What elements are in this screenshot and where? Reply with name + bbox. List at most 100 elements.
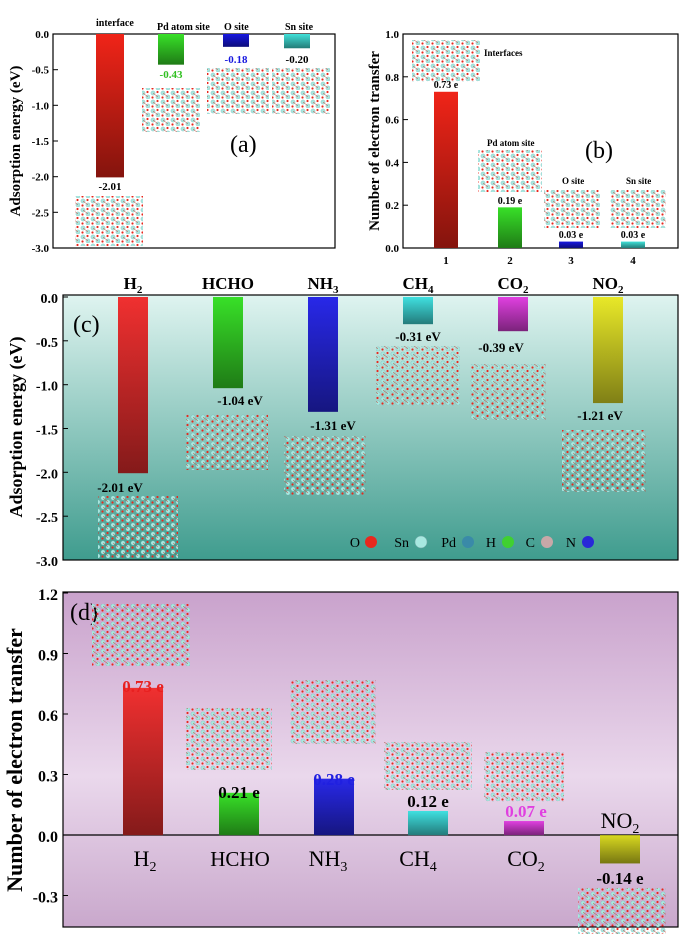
- bar-hcho: [219, 792, 259, 836]
- tick-label: 1.0: [385, 29, 399, 41]
- tick: 0.6: [38, 708, 68, 725]
- panel-a-letter: (a): [230, 132, 257, 158]
- panel-d-yaxis: 1.2 0.9 0.6 0.3 0.0 -0.3: [33, 587, 68, 907]
- site-label-interface: interface: [96, 18, 134, 29]
- structure-image: [142, 88, 200, 132]
- panel-b-site-labels: Interfaces Pd atom site O site Sn site: [484, 48, 651, 186]
- tick-label: 0.0: [385, 243, 399, 255]
- value-label: -0.20: [286, 54, 309, 66]
- panel-c-category-labels: H2 HCHO NH3 CH4 CO2 NO2: [124, 274, 624, 296]
- tick-label: 0.6: [385, 115, 399, 127]
- structure-image: [284, 436, 366, 496]
- bar-ch4: [403, 297, 433, 325]
- legend-label: Pd: [441, 536, 456, 551]
- panel-a-bars: [96, 34, 310, 178]
- panel-c-structures: [98, 346, 646, 558]
- panel-c-bars: [118, 297, 623, 474]
- bar-4: [621, 241, 645, 248]
- legend-entry: O: [350, 536, 377, 551]
- panel-a-structures: [75, 68, 330, 246]
- panel-b-yaxis: 1.0 0.8 0.6 0.4 0.2 0.0: [385, 29, 408, 255]
- value-label: 0.28 e: [313, 770, 355, 789]
- tick-label: -2.0: [32, 172, 50, 184]
- value-label: 0.07 e: [505, 802, 547, 821]
- tick-label: -1.5: [32, 136, 50, 148]
- tick-label: -3.0: [36, 555, 58, 570]
- tick: 0.6: [385, 115, 408, 127]
- panel-c-ylabel: Adsorption energy (eV): [6, 337, 27, 518]
- panel-a-yaxis: 0.0 -0.5 -1.0 -1.5 -2.0 -2.5 -3.0: [32, 29, 58, 255]
- tick: 1.2: [38, 587, 68, 604]
- structure-image: [484, 752, 564, 802]
- panel-b-value-labels: 0.73 e 0.19 e 0.03 e 0.03 e: [434, 80, 646, 241]
- value-label: 0.73 e: [434, 80, 459, 91]
- panel-d-value-labels: 0.73 e 0.21 e 0.28 e 0.12 e 0.07 e -0.14…: [122, 677, 644, 888]
- value-label: 0.03 e: [559, 230, 584, 241]
- tick-label: 0.8: [385, 72, 399, 84]
- tick: -3.0: [32, 243, 58, 255]
- panel-c-letter: (c): [73, 312, 100, 338]
- legend-entry: Sn: [394, 535, 428, 551]
- category-label-nh3: NH3: [308, 274, 340, 296]
- tick: -1.0: [32, 100, 58, 112]
- legend-label: H: [486, 536, 496, 551]
- structure-image: [290, 680, 376, 744]
- bar-no2: [593, 297, 623, 404]
- category-label-hcho: HCHO: [202, 274, 254, 293]
- panel-b-structures: [412, 40, 666, 228]
- tick: -2.0: [36, 467, 68, 482]
- tick: -2.5: [32, 207, 58, 219]
- structure-image: [186, 414, 268, 470]
- tick: 0.3: [38, 769, 68, 786]
- panel-d-bars: [123, 687, 640, 864]
- legend-entry: Pd: [441, 536, 474, 551]
- bar-h2: [123, 687, 163, 836]
- legend-entry: N: [566, 536, 594, 551]
- bar-o-site: [223, 34, 249, 47]
- tick-label: 0.0: [35, 29, 49, 41]
- structure-image: [562, 430, 646, 492]
- structure-image: [92, 604, 190, 666]
- value-label: 0.12 e: [407, 792, 449, 811]
- tick-label: 0.6: [38, 708, 58, 725]
- legend-swatch: [365, 536, 377, 548]
- tick-label: 0.0: [41, 292, 59, 307]
- tick: -1.5: [32, 136, 58, 148]
- structure-image: [98, 496, 178, 558]
- panel-a-value-labels: -2.01 -0.43 -0.18 -0.20: [99, 54, 309, 193]
- tick-label: -0.5: [36, 336, 58, 351]
- value-label: -0.18: [225, 54, 248, 66]
- structure-image: [610, 190, 666, 228]
- legend-label: N: [566, 536, 576, 551]
- tick: -0.5: [32, 65, 58, 77]
- site-label-o: O site: [224, 22, 249, 33]
- structure-image: [207, 68, 269, 114]
- tick-label: -1.0: [36, 380, 58, 395]
- tick: 0.0: [385, 243, 408, 255]
- tick-label: -2.0: [36, 467, 58, 482]
- value-label: -0.39 eV: [478, 340, 524, 355]
- x-tick-label: 4: [630, 255, 636, 267]
- tick: 0.0: [41, 292, 68, 307]
- tick: -2.5: [36, 511, 68, 526]
- bar-nh3: [308, 297, 338, 412]
- legend-label: Sn: [394, 536, 409, 551]
- bar-pd-atom-site: [158, 34, 184, 65]
- value-label: 0.03 e: [621, 230, 646, 241]
- x-tick-label: 3: [568, 255, 574, 267]
- bar-3: [559, 241, 583, 248]
- value-label: -0.43: [160, 69, 183, 81]
- structure-image: [272, 68, 330, 114]
- panel-b-bars: [434, 91, 645, 248]
- legend-entry: H: [486, 536, 514, 551]
- panel-b-ylabel: Number of electron transfer: [367, 51, 383, 231]
- value-label: -2.01: [99, 181, 122, 193]
- category-label-ch4: CH4: [403, 274, 435, 296]
- bar-co2: [498, 297, 528, 332]
- category-label-hcho: HCHO: [210, 847, 270, 871]
- value-label: -0.14 e: [596, 869, 644, 888]
- category-label-no2: NO2: [593, 274, 625, 296]
- value-label: 0.73 e: [122, 677, 164, 696]
- structure-image: [384, 742, 472, 790]
